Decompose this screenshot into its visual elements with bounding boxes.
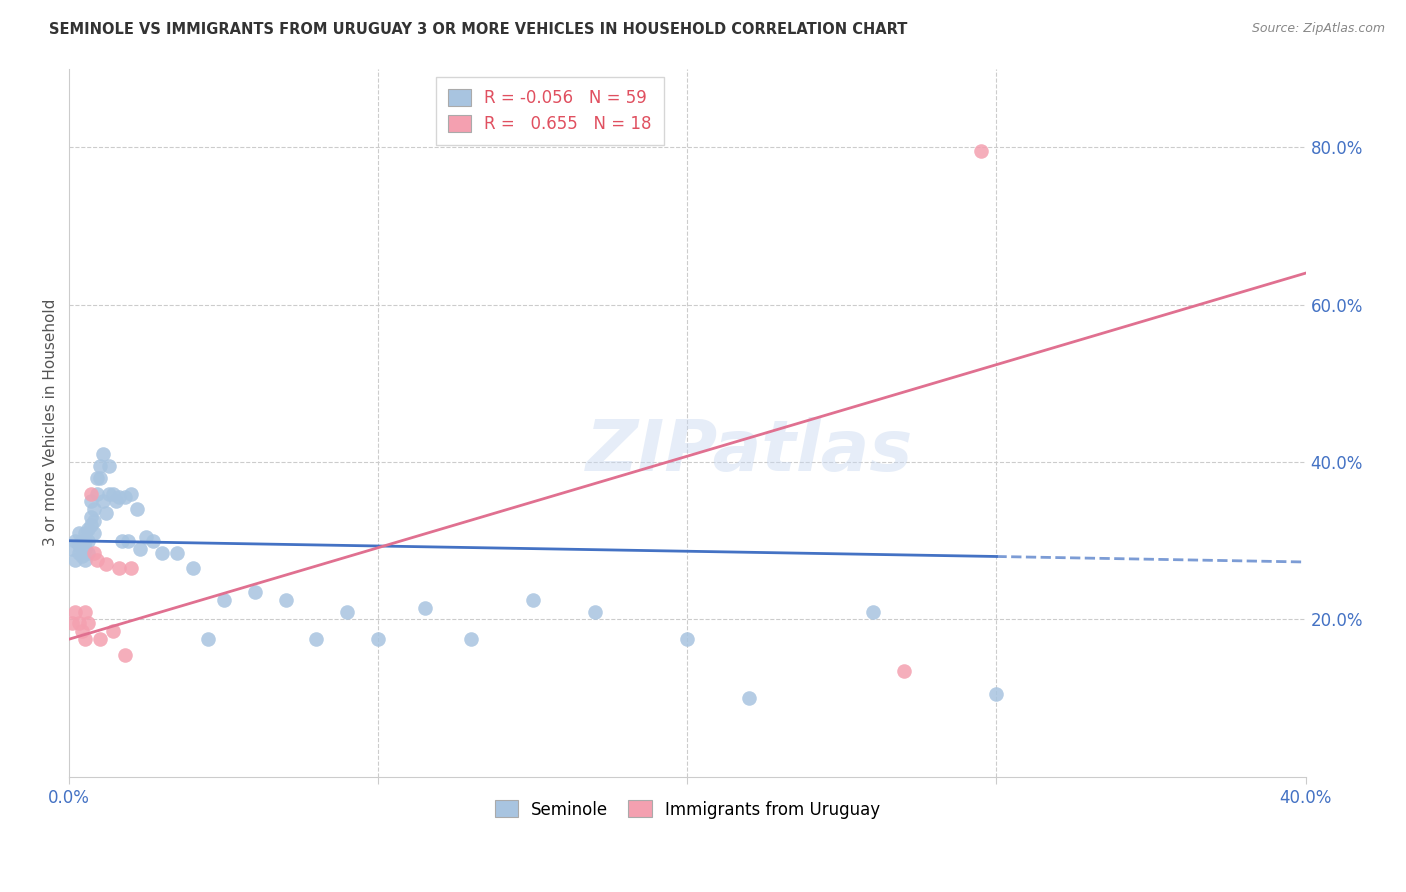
Point: [86, 553, 108, 567]
Point: [243, 585, 266, 599]
Point: [970, 144, 993, 158]
Point: [986, 687, 1008, 701]
Point: [91, 494, 114, 508]
Point: [101, 624, 124, 639]
Point: [101, 486, 124, 500]
Point: [73, 533, 96, 548]
Point: [98, 458, 121, 473]
Point: [76, 616, 98, 631]
Point: [367, 632, 389, 647]
Point: [76, 545, 98, 559]
Point: [70, 549, 93, 564]
Point: [73, 525, 96, 540]
Point: [70, 624, 93, 639]
Point: [738, 691, 761, 706]
Point: [67, 538, 90, 552]
Point: [67, 616, 90, 631]
Point: [150, 545, 173, 559]
Point: [65, 553, 87, 567]
Point: [67, 525, 90, 540]
Point: [114, 491, 136, 505]
Point: [181, 561, 204, 575]
Point: [142, 533, 165, 548]
Point: [460, 632, 482, 647]
Text: SEMINOLE VS IMMIGRANTS FROM URUGUAY 3 OR MORE VEHICLES IN HOUSEHOLD CORRELATION : SEMINOLE VS IMMIGRANTS FROM URUGUAY 3 OR…: [49, 22, 908, 37]
Point: [413, 600, 436, 615]
Point: [104, 494, 127, 508]
Point: [76, 533, 98, 548]
Text: ZIPatlas: ZIPatlas: [585, 417, 912, 485]
Point: [120, 561, 142, 575]
Point: [274, 592, 297, 607]
Point: [89, 632, 111, 647]
Point: [117, 533, 139, 548]
Point: [127, 502, 149, 516]
Point: [111, 533, 134, 548]
Point: [522, 592, 544, 607]
Point: [83, 502, 105, 516]
Point: [166, 545, 188, 559]
Point: [129, 541, 152, 556]
Point: [96, 506, 118, 520]
Point: [73, 553, 96, 567]
Point: [65, 533, 87, 548]
Point: [60, 616, 83, 631]
Point: [86, 471, 108, 485]
Text: Source: ZipAtlas.com: Source: ZipAtlas.com: [1251, 22, 1385, 36]
Point: [135, 530, 157, 544]
Point: [60, 541, 83, 556]
Point: [893, 664, 915, 678]
Point: [86, 486, 108, 500]
Y-axis label: 3 or more Vehicles in Household: 3 or more Vehicles in Household: [44, 299, 58, 547]
Point: [80, 510, 103, 524]
Point: [67, 545, 90, 559]
Point: [73, 605, 96, 619]
Point: [70, 533, 93, 548]
Point: [107, 561, 129, 575]
Point: [83, 514, 105, 528]
Point: [83, 545, 105, 559]
Point: [197, 632, 219, 647]
Point: [65, 605, 87, 619]
Point: [305, 632, 328, 647]
Point: [676, 632, 699, 647]
Point: [80, 494, 103, 508]
Point: [73, 541, 96, 556]
Point: [862, 605, 884, 619]
Point: [120, 486, 142, 500]
Point: [336, 605, 359, 619]
Point: [91, 447, 114, 461]
Point: [114, 648, 136, 662]
Point: [73, 632, 96, 647]
Point: [80, 486, 103, 500]
Point: [80, 518, 103, 533]
Point: [107, 491, 129, 505]
Point: [96, 558, 118, 572]
Point: [89, 471, 111, 485]
Point: [89, 458, 111, 473]
Point: [76, 522, 98, 536]
Point: [583, 605, 606, 619]
Legend: Seminole, Immigrants from Uruguay: Seminole, Immigrants from Uruguay: [488, 794, 887, 825]
Point: [212, 592, 235, 607]
Point: [98, 486, 121, 500]
Point: [83, 525, 105, 540]
